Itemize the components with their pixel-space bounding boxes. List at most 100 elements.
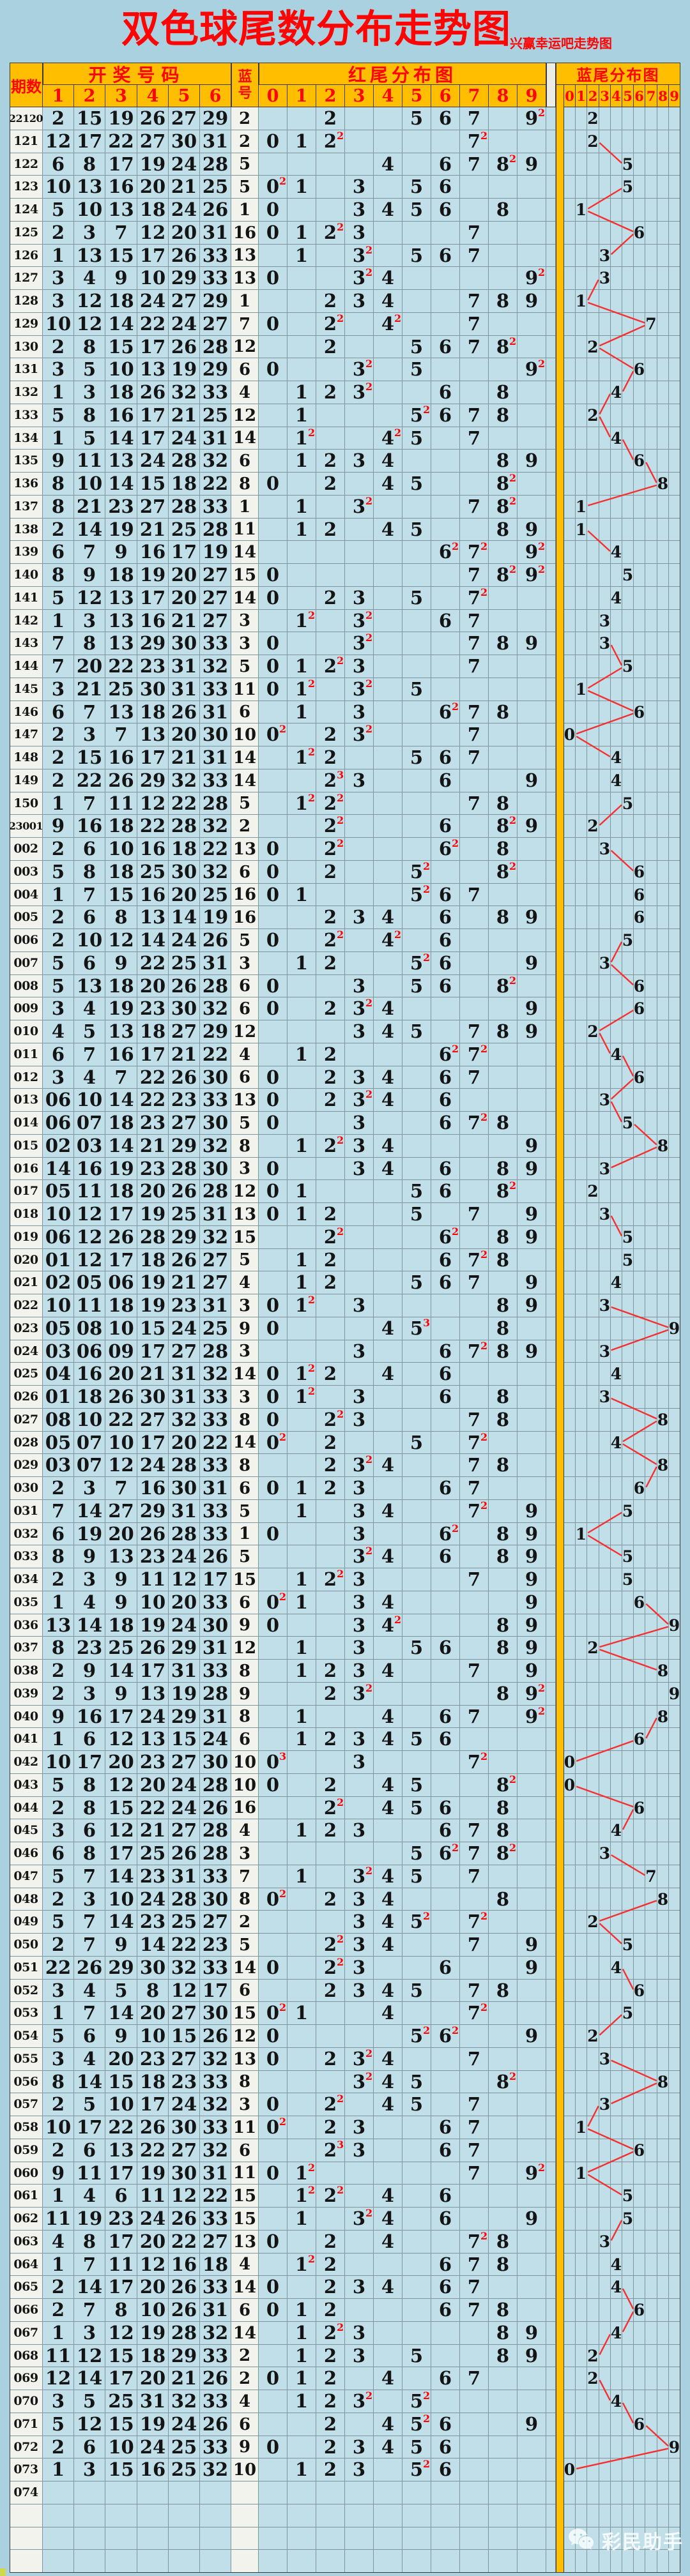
red-number-cell: 17 <box>137 2093 169 2116</box>
red-tail-cell <box>316 2481 345 2504</box>
red-tail-cell <box>402 1043 431 1066</box>
blue-tail-cell <box>622 1386 634 1409</box>
blue-tail-cell <box>611 2231 622 2254</box>
red-tail-cell: 1 <box>288 2367 316 2390</box>
red-number-cell: 20 <box>105 1751 137 1774</box>
blue-number-cell: 1 <box>231 496 259 519</box>
blue-tail-cell <box>564 1317 576 1340</box>
red-number-cell: 03 <box>43 1454 74 1477</box>
blue-number-cell: 13 <box>231 267 259 290</box>
red-tail-cell <box>489 952 518 975</box>
red-tail-cell <box>345 2162 374 2185</box>
red-tail-cell <box>460 2504 489 2527</box>
blue-tail-cell <box>645 2481 657 2504</box>
red-tail-cell: 9 <box>518 1271 546 1294</box>
blue-number-cell: 6 <box>231 701 259 724</box>
red-tail-cell <box>518 1409 546 1432</box>
red-number-cell: 20 <box>105 1523 137 1545</box>
blue-tail-cell <box>657 632 669 655</box>
blue-tail-cell <box>576 2299 587 2322</box>
red-number-cell <box>74 2550 105 2573</box>
blue-tail-cell <box>611 2413 622 2436</box>
red-number-cell: 26 <box>137 2116 169 2139</box>
header-period: 期数 <box>10 63 43 107</box>
red-tail-cell: 4 <box>374 1158 402 1180</box>
red-number-cell: 10 <box>43 1294 74 1317</box>
red-number-cell: 14 <box>105 1660 137 1683</box>
blue-tail-cell <box>634 815 645 838</box>
blue-number-cell: 8 <box>231 1660 259 1683</box>
red-tail-cell <box>489 2025 518 2048</box>
red-tail-cell <box>374 1432 402 1454</box>
blue-tail-cell <box>599 176 611 199</box>
red-number-cell: 03 <box>43 1340 74 1363</box>
red-tail-cell <box>316 2550 345 2573</box>
red-tail-cell: 8 <box>489 1226 518 1249</box>
red-tail-cell: 9 <box>518 1523 546 1545</box>
gap-cell <box>546 541 556 564</box>
red-tail-cell <box>259 2481 288 2504</box>
red-tail-cell <box>518 313 546 336</box>
blue-tail-cell <box>564 1614 576 1637</box>
red-tail-cell: 2 <box>316 2116 345 2139</box>
gap-cell <box>546 1865 556 1888</box>
blue-tail-cell <box>669 1568 680 1591</box>
red-tail-cell <box>288 2527 316 2550</box>
red-tail-cell <box>518 610 546 632</box>
red-number-cell: 14 <box>74 1614 105 1637</box>
blue-tail-cell <box>564 2254 576 2276</box>
period-cell: 070 <box>10 2390 43 2413</box>
blue-tail-cell <box>669 906 680 929</box>
blue-tail-cell: 3 <box>599 952 611 975</box>
red-tail-cell <box>460 2527 489 2550</box>
blue-tail-cell <box>587 2276 599 2299</box>
gap-cell <box>546 587 556 610</box>
red-tail-cell: 5 <box>402 746 431 769</box>
red-tail-cell <box>460 1797 489 1819</box>
red-number-cell: 26 <box>169 1180 200 1203</box>
red-number-cell <box>105 2527 137 2550</box>
blue-tail-cell <box>599 1888 611 1911</box>
blue-tail-cell <box>587 1409 599 1432</box>
red-number-cell: 19 <box>137 564 169 587</box>
red-number-cell: 33 <box>200 1089 231 1112</box>
blue-tail-cell <box>564 1568 576 1591</box>
red-tail-cell <box>259 1500 288 1523</box>
red-tail-cell <box>518 2002 546 2025</box>
red-number-cell: 10 <box>43 1751 74 1774</box>
red-number-cell: 31 <box>169 655 200 678</box>
red-tail-cell <box>518 2231 546 2254</box>
red-number-cell: 26 <box>169 1066 200 1089</box>
blue-tail-cell <box>587 2322 599 2345</box>
red-tail-cell <box>259 2208 288 2231</box>
red-tail-cell <box>345 2025 374 2048</box>
red-tail-cell: 8 <box>489 2345 518 2367</box>
red-tail-cell: 8 <box>489 2299 518 2322</box>
header-red-number-col: 5 <box>169 85 200 107</box>
blue-tail-cell <box>634 1500 645 1523</box>
blue-number-cell: 2 <box>231 130 259 153</box>
blue-tail-cell <box>587 199 599 222</box>
red-tail-cell <box>288 473 316 496</box>
period-cell: 031 <box>10 1500 43 1523</box>
red-number-cell: 30 <box>137 1386 169 1409</box>
red-tail-cell: 7 <box>460 724 489 746</box>
red-number-cell: 12 <box>74 1249 105 1271</box>
red-tail-cell <box>288 2139 316 2162</box>
red-number-cell: 12 <box>74 290 105 313</box>
red-tail-cell: 4 <box>374 290 402 313</box>
blue-tail-cell <box>634 1135 645 1158</box>
red-number-cell: 4 <box>74 1591 105 1614</box>
red-tail-cell <box>288 1409 316 1432</box>
red-number-cell: 4 <box>74 2185 105 2208</box>
red-number-cell: 24 <box>169 1614 200 1637</box>
red-tail-cell: 4 <box>374 1317 402 1340</box>
gap-cell <box>546 2231 556 2254</box>
blue-tail-cell <box>645 2436 657 2459</box>
red-number-cell: 7 <box>74 1934 105 1957</box>
